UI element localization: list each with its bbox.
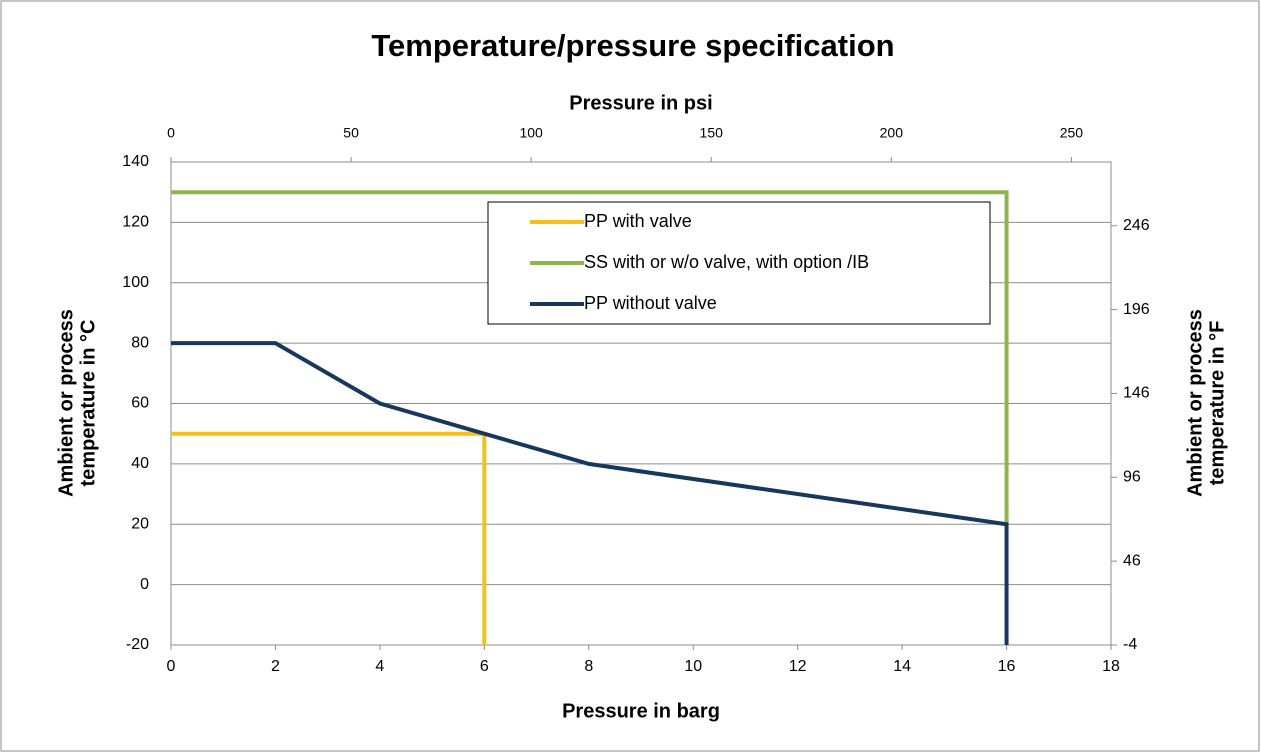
y-tick-label: -20 — [126, 636, 149, 653]
y-tick-label: 140 — [122, 153, 149, 170]
x2-tick-label: 100 — [519, 125, 543, 141]
y-tick-label: 20 — [131, 515, 149, 532]
x-tick-label: 2 — [271, 658, 280, 675]
x2-tick-label: 150 — [700, 125, 724, 141]
y2-tick-label: 96 — [1123, 469, 1141, 486]
x2-tick-label: 200 — [880, 125, 904, 141]
legend-label: SS with or w/o valve, with option /IB — [584, 252, 869, 272]
y2-tick-label: -4 — [1123, 636, 1137, 653]
y-tick-label: 100 — [122, 274, 149, 291]
y-tick-label: 120 — [122, 214, 149, 231]
x-tick-label: 18 — [1102, 658, 1120, 675]
plot-border — [170, 161, 1112, 646]
x-tick-label: 10 — [684, 658, 702, 675]
x-tick-label: 0 — [167, 658, 176, 675]
x2-tick-label: 250 — [1060, 125, 1084, 141]
y-tick-label: 40 — [131, 455, 149, 472]
x-tick-label: 14 — [893, 658, 911, 675]
y-tick-label: 0 — [140, 576, 149, 593]
y2-axis-label: temperature in °F — [1206, 321, 1228, 486]
chart-title: Temperature/pressure specification — [371, 28, 894, 63]
y2-tick-label: 196 — [1123, 301, 1150, 318]
y-tick-label: 80 — [131, 334, 149, 351]
y-axis-label: Ambient or process — [55, 309, 77, 497]
x-tick-label: 16 — [998, 658, 1016, 675]
x-tick-label: 6 — [480, 658, 489, 675]
y-axis-label: temperature in °C — [77, 320, 99, 487]
legend-label: PP with valve — [584, 211, 692, 231]
x-axis-label: Pressure in barg — [562, 700, 720, 722]
series-line — [171, 341, 1009, 645]
legend-label: PP without valve — [584, 293, 717, 313]
x2-tick-label: 0 — [167, 125, 175, 141]
series-line — [171, 190, 1009, 525]
y2-tick-label: 46 — [1123, 552, 1141, 569]
y-tick-label: 60 — [131, 395, 149, 412]
y2-tick-label: 246 — [1123, 217, 1150, 234]
y2-tick-label: 146 — [1123, 385, 1150, 402]
x-tick-label: 4 — [375, 658, 384, 675]
x-tick-label: 8 — [584, 658, 593, 675]
y2-axis-label: Ambient or process — [1184, 309, 1206, 497]
x-tick-label: 12 — [789, 658, 807, 675]
x2-axis-label: Pressure in psi — [569, 92, 712, 114]
x2-tick-label: 50 — [343, 125, 359, 141]
